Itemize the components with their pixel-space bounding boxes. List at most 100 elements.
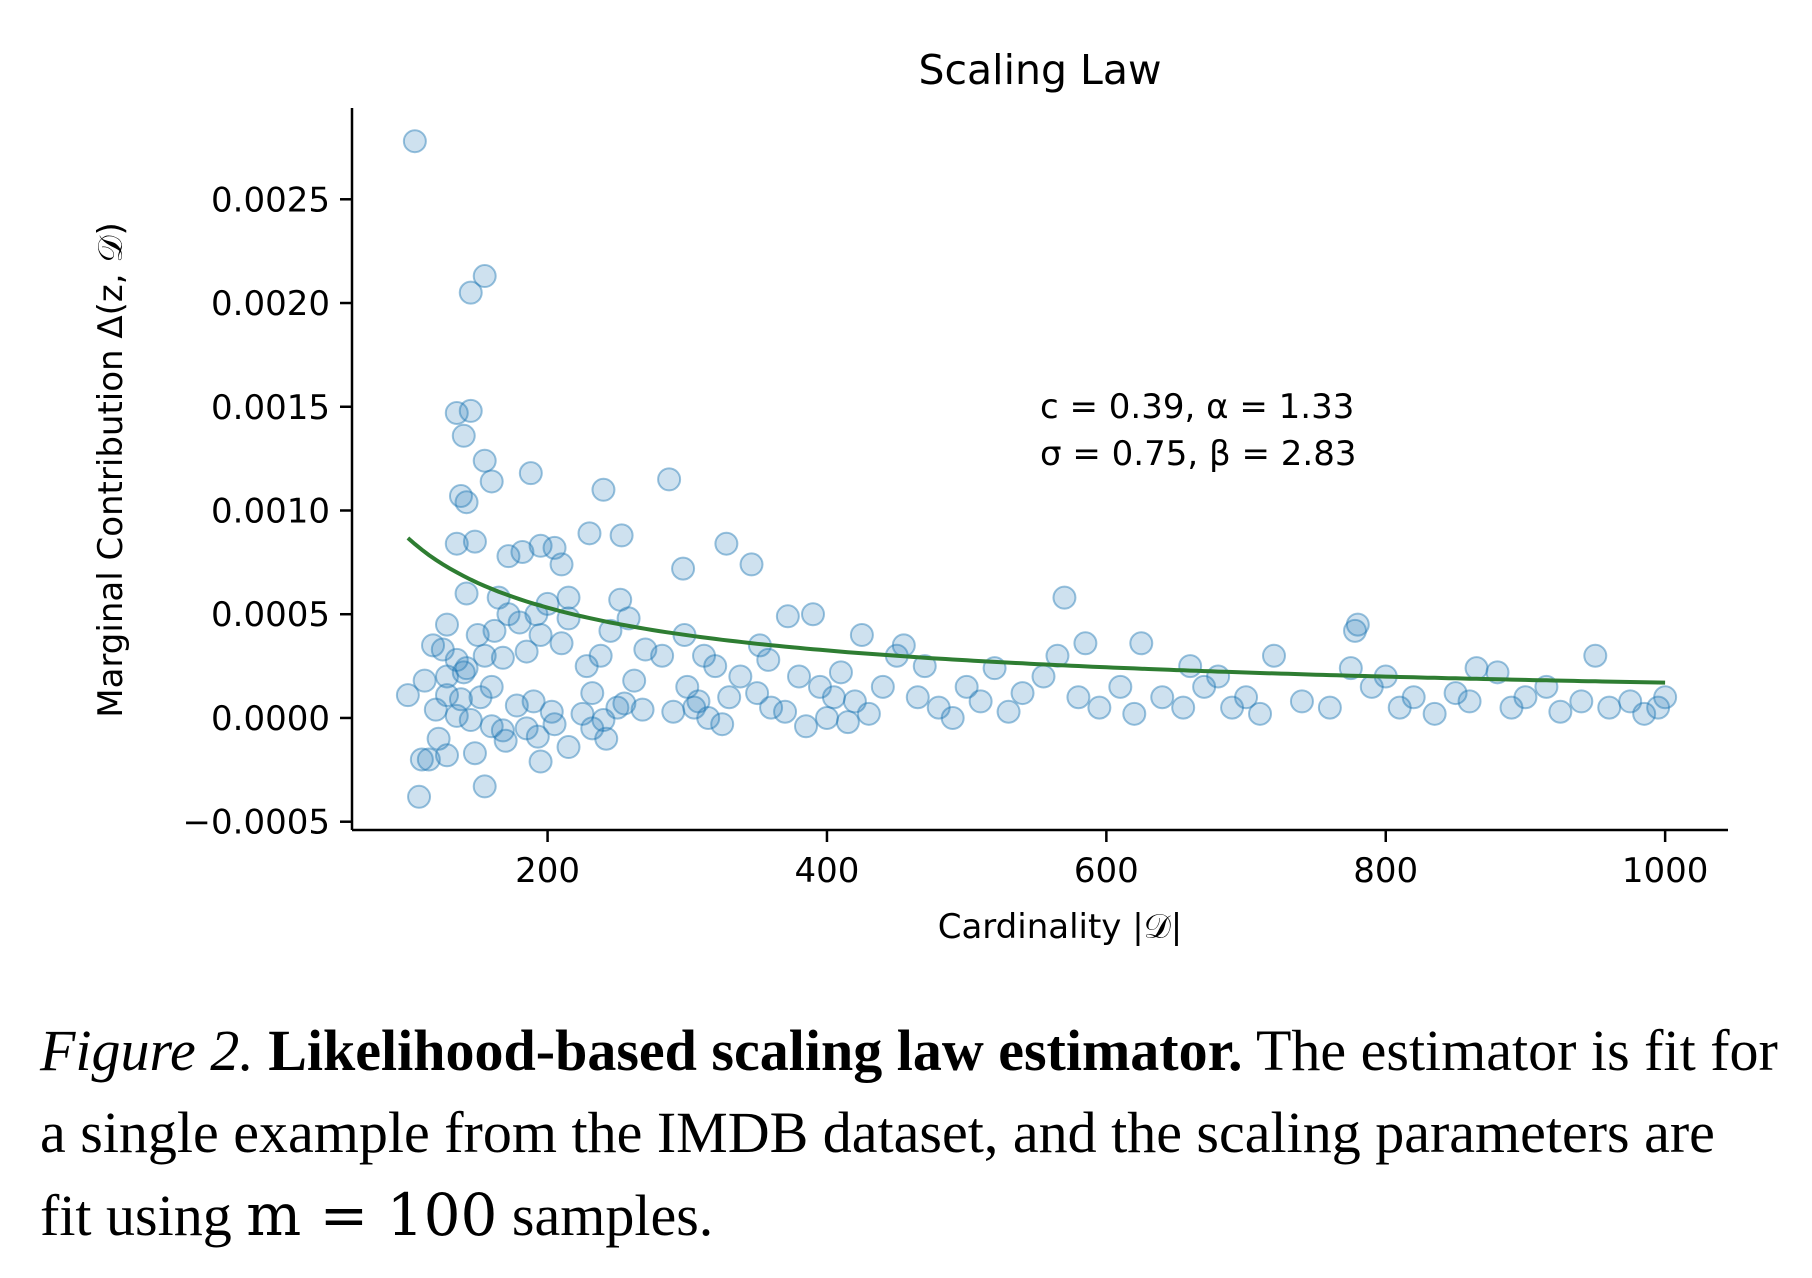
scatter-point <box>996 699 1021 724</box>
y-tick-label: 0.0020 <box>211 284 330 324</box>
scatter-point <box>434 664 459 689</box>
x-axis-label: Cardinality |𝒟| <box>938 907 1183 947</box>
scatter-point <box>940 705 965 730</box>
scatter-point <box>510 539 535 564</box>
scaling-law-chart: Scaling Law −0.0005 0.0000 0.0005 0.0010 0.0… <box>91 46 1728 947</box>
scatter-point <box>482 618 507 643</box>
scatter-point <box>773 699 798 724</box>
x-tick-label: 800 <box>1353 851 1418 891</box>
scatter-point <box>521 689 546 714</box>
fit-params-line-1: c = 0.39, α = 1.33 <box>1040 387 1354 427</box>
scatter-point <box>577 521 602 546</box>
scatter-point <box>1031 664 1056 689</box>
scatter-point <box>1261 643 1286 668</box>
scatter-point <box>1632 701 1657 726</box>
scatter-point <box>1387 695 1412 720</box>
scatter-point <box>1499 695 1524 720</box>
scatter-point <box>549 631 574 656</box>
scatter-point <box>451 423 476 448</box>
scatter-point <box>759 695 784 720</box>
scatter-point <box>954 674 979 699</box>
scatter-point <box>528 749 553 774</box>
scatter-point <box>682 695 707 720</box>
scatter-point <box>794 714 819 739</box>
scatter-point <box>710 712 735 737</box>
scatter-point <box>1401 685 1426 710</box>
scatter-point <box>472 643 497 668</box>
figure-label: Figure 2. <box>40 1018 254 1083</box>
scatter-point <box>426 726 451 751</box>
caption-title: Likelihood-based scaling law estimator. <box>268 1018 1243 1083</box>
scatter-point <box>434 743 459 768</box>
scatter-point <box>1464 656 1489 681</box>
scatter-point <box>409 747 434 772</box>
scatter-point <box>493 728 518 753</box>
scatter-point <box>539 699 564 724</box>
x-axis: 200 400 600 800 1000 <box>352 828 1728 891</box>
scatter-point <box>468 685 493 710</box>
caption-text-3: parameters are fit using <box>40 1100 1715 1248</box>
scatter-point <box>633 637 658 662</box>
scatter-point <box>472 264 497 289</box>
y-tick-label: 0.0015 <box>211 388 330 428</box>
scatter-point <box>835 710 860 735</box>
scatter-point <box>556 585 581 610</box>
scatter-point <box>912 654 937 679</box>
scatter-point <box>1583 643 1608 668</box>
scatter-point <box>1569 689 1594 714</box>
scatter-point <box>968 689 993 714</box>
scatter-point <box>462 741 487 766</box>
scatter-point <box>842 689 867 714</box>
y-axis: −0.0005 0.0000 0.0005 0.0010 0.0015 0.0020 0.0… <box>183 108 354 843</box>
scatter-point <box>591 708 616 733</box>
scatter-point <box>458 280 483 305</box>
scatter-point <box>1618 689 1643 714</box>
y-tick-label: 0.0000 <box>211 699 330 739</box>
scatter-point <box>905 685 930 710</box>
caption-text-4: samples. <box>511 1183 714 1248</box>
scatter-point <box>479 674 504 699</box>
scatter-point <box>507 610 532 635</box>
figure-caption: Figure 2. Likelihood-based scaling law e… <box>40 1010 1780 1257</box>
scatter-point <box>800 602 825 627</box>
scatter-point <box>542 712 567 737</box>
y-tick-label: −0.0005 <box>183 803 330 843</box>
scatter-point <box>1178 654 1203 679</box>
scatter-point <box>421 633 446 658</box>
scatter-point <box>1646 695 1671 720</box>
scatter-point <box>814 705 839 730</box>
scatter-point <box>454 656 479 681</box>
scatter-point <box>591 477 616 502</box>
scatter-point <box>444 400 469 425</box>
scatter-point <box>1343 618 1368 643</box>
x-tick-label: 400 <box>795 851 860 891</box>
scatter-point <box>605 695 630 720</box>
y-axis-label: Marginal Contribution Δ(z, 𝒟) <box>91 222 131 718</box>
scatter-point <box>856 701 881 726</box>
scatter-point <box>594 726 619 751</box>
scatter-point <box>1073 631 1098 656</box>
x-tick-label: 600 <box>1074 851 1139 891</box>
scatter-point <box>448 687 473 712</box>
scatter-point <box>1220 695 1245 720</box>
scatter-points <box>395 129 1678 809</box>
scatter-point <box>514 716 539 741</box>
scatter-point <box>434 683 459 708</box>
scatter-point <box>745 681 770 706</box>
scatter-point <box>692 643 717 668</box>
scatter-point <box>756 647 781 672</box>
scatter-point <box>496 602 521 627</box>
scatter-point <box>1234 685 1259 710</box>
scatter-point <box>528 622 553 647</box>
x-tick-label: 200 <box>515 851 580 891</box>
scatter-point <box>1248 701 1273 726</box>
scatter-point <box>588 643 613 668</box>
scatter-point <box>472 774 497 799</box>
scatter-point <box>828 660 853 685</box>
scatter-point <box>1150 685 1175 710</box>
scatter-point <box>696 705 721 730</box>
scatter-point <box>1108 674 1133 699</box>
scatter-point <box>612 691 637 716</box>
scatter-point <box>870 674 895 699</box>
scatter-point <box>465 622 490 647</box>
